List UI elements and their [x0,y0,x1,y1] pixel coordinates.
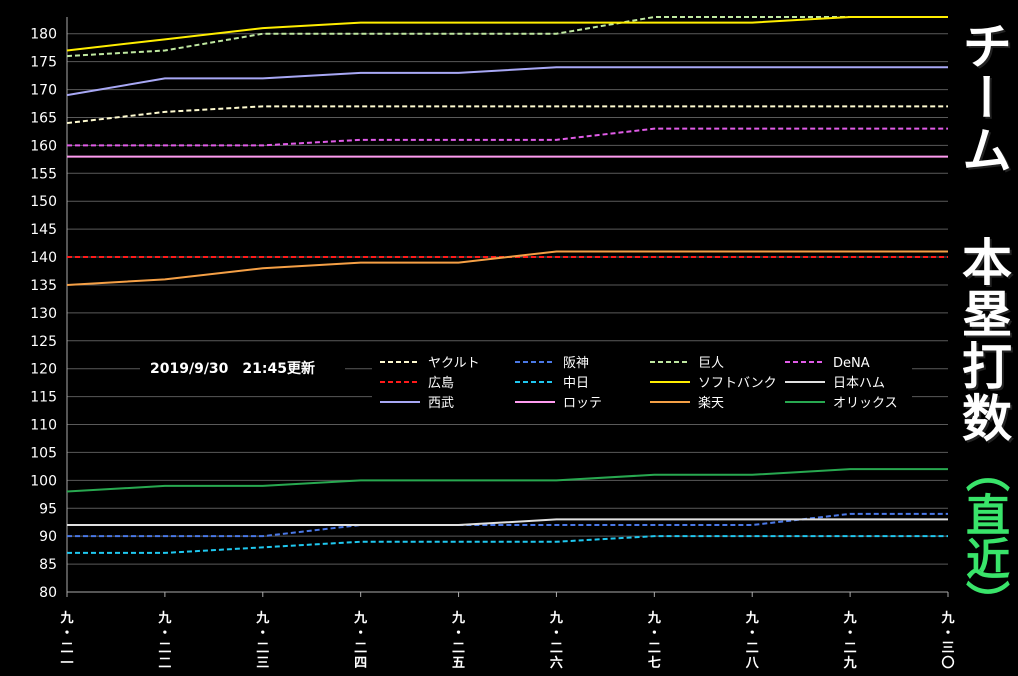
legend-label: 日本ハム [833,376,885,391]
legend-label: ヤクルト [428,356,480,371]
legend-label: オリックス [833,396,898,411]
x-tick-label: 九・二六 [549,611,563,671]
y-tick-label: 140 [30,250,57,266]
series-line [66,468,948,493]
y-tick-label: 150 [30,194,57,210]
timestamp: 2019/9/30 21:45更新 [150,360,315,377]
gridlines [67,33,948,593]
y-tick-label: 110 [30,418,57,434]
legend-label: 阪神 [563,356,589,371]
legend-label: ロッテ [563,396,602,411]
legend-label: 巨人 [698,356,724,371]
legend-label: 西武 [428,396,454,411]
x-tick-label: 九・二八 [745,611,760,671]
y-tick-label: 105 [30,445,57,461]
y-tick-label: 155 [30,166,57,182]
series-line [67,127,948,147]
legend-label: 中日 [563,376,589,391]
x-tick-label: 九・二七 [647,611,661,671]
y-tick-label: 95 [39,501,57,517]
x-tick-label: 九・二一 [59,611,73,671]
legend-label: 楽天 [698,395,724,411]
x-tick-label: 九・二五 [451,611,465,671]
axes [66,17,949,597]
x-tick-label: 九・二二 [157,611,171,671]
y-tick-label: 145 [30,222,57,238]
y-tick-label: 135 [30,278,57,294]
series-line [66,250,948,286]
chart-subtitle: （直近） [958,448,1009,624]
y-tick-label: 175 [30,55,57,71]
series-line [66,16,948,52]
legend-label: 広島 [428,376,454,391]
legend-label: ソフトバンク [698,376,777,391]
series-lines [66,16,948,554]
chart-title-main: チーム 本塁打数 [954,20,1012,444]
y-tick-label: 170 [30,83,57,99]
x-tick-label: 九・二三 [255,611,269,671]
timestamp-background [140,355,345,381]
chart-title: チーム 本塁打数 （直近） [950,20,1016,624]
y-tick-label: 125 [30,334,57,350]
series-line [66,16,948,58]
x-tick-label: 九・二四 [353,611,367,671]
y-tick-label: 80 [39,585,57,601]
timestamp-box: 2019/9/30 21:45更新 [140,355,345,381]
series-line [67,518,948,527]
y-tick-label: 115 [30,390,57,406]
y-tick-label: 165 [30,110,57,126]
y-tick-label: 160 [30,138,57,154]
series-line [66,66,948,97]
x-tick-label: 九・二九 [843,611,857,671]
series-line [67,512,948,538]
series-line [66,105,948,125]
y-tick-label: 130 [30,306,57,322]
y-tick-label: 100 [30,473,57,489]
series-line [67,535,948,554]
y-tick-label: 180 [30,27,57,43]
y-tick-labels: 80 85 90 95 100 105 110 115 120 125 130 135 140 145 15… [30,27,57,601]
y-tick-label: 90 [39,529,57,545]
x-tick-label: 九・三〇 [940,611,954,671]
x-tick-labels: 九・二一 九・二二 九・二三 九・二四 九・二五 九・二六 九・二七 九・二八 九・二九 九・三〇 [59,611,954,671]
legend-label: DeNA [833,356,870,371]
y-tick-label: 85 [39,557,57,573]
y-tick-label: 120 [30,362,57,378]
